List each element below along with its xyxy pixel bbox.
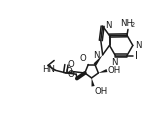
Text: O: O [66, 67, 73, 76]
Text: I: I [135, 50, 137, 60]
Text: N: N [105, 21, 112, 30]
Text: OH: OH [108, 66, 121, 75]
Text: O: O [68, 60, 74, 69]
Text: 2: 2 [130, 22, 134, 28]
Polygon shape [98, 69, 107, 73]
Text: HN: HN [42, 65, 55, 74]
Text: O: O [67, 70, 74, 79]
Polygon shape [92, 78, 95, 87]
Text: N: N [93, 51, 100, 60]
Text: OH: OH [94, 87, 107, 96]
Polygon shape [94, 55, 103, 66]
Text: N: N [135, 40, 142, 50]
Text: O: O [79, 54, 86, 63]
Text: NH: NH [120, 19, 133, 28]
Text: N: N [112, 58, 118, 67]
